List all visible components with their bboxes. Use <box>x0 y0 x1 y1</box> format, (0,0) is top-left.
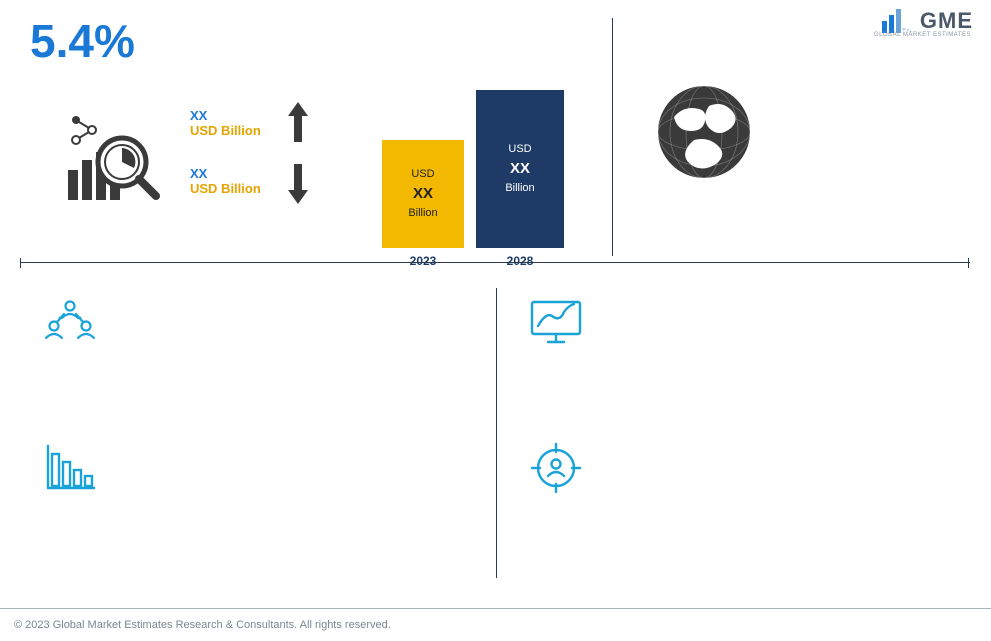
brand-logo-text: GME <box>920 8 973 34</box>
divider-vertical-mid <box>496 288 497 578</box>
analytics-icon <box>62 112 162 208</box>
headline-percent: 5.4% <box>30 14 135 68</box>
bar-2023-usd: USD <box>382 167 464 182</box>
bar-2028-usd: USD <box>476 142 564 157</box>
divider-horizontal <box>20 262 970 263</box>
stat-down: XX USD Billion <box>190 166 350 196</box>
bar-year-2023: 2023 <box>382 254 464 268</box>
brand-tagline: GLOBAL MARKET ESTIMATES <box>874 32 971 38</box>
bar-year-2028: 2028 <box>476 254 564 268</box>
card-bottom-left <box>42 440 114 496</box>
stat-up: XX USD Billion <box>190 108 350 138</box>
people-network-icon <box>42 296 98 352</box>
bar-2028-xx: XX <box>476 159 564 179</box>
bar-2028-bn: Billion <box>476 181 564 196</box>
globe-icon <box>654 82 754 182</box>
card-bottom-right <box>528 440 600 496</box>
brand-logo: GME <box>882 8 973 34</box>
bar-2023-bn: Billion <box>382 206 464 221</box>
card-top-left <box>42 296 114 352</box>
bar-2023: USD XX Billion <box>382 140 464 248</box>
target-person-icon <box>528 440 584 496</box>
stat-down-unit: USD Billion <box>190 181 261 196</box>
divider-tick-left <box>20 258 21 268</box>
monitor-trend-icon <box>528 296 584 352</box>
stat-down-xx: XX <box>190 166 261 181</box>
declining-bars-icon <box>42 440 98 496</box>
brand-logo-mark-icon <box>882 9 914 33</box>
card-top-right <box>528 296 600 352</box>
footer-divider <box>0 608 991 609</box>
stat-up-xx: XX <box>190 108 261 123</box>
bar-2028: USD XX Billion <box>476 90 564 248</box>
divider-tick-right <box>968 258 969 268</box>
market-size-stats: XX USD Billion XX USD Billion <box>190 108 350 224</box>
market-size-bar-chart: USD XX Billion USD XX Billion 2023 2028 <box>370 88 580 268</box>
bar-2023-xx: XX <box>382 184 464 204</box>
stat-up-unit: USD Billion <box>190 123 261 138</box>
arrow-down-icon <box>286 162 310 204</box>
footer-copyright: © 2023 Global Market Estimates Research … <box>14 619 391 631</box>
arrow-up-icon <box>286 102 310 144</box>
divider-vertical-top <box>612 18 613 256</box>
